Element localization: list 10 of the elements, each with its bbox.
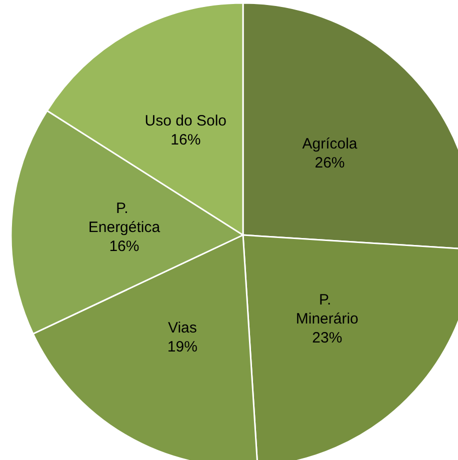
slice-label: P. Energética (88, 200, 161, 236)
slice-label: P. Minerário (296, 292, 358, 328)
data-label: 16% (170, 132, 201, 149)
data-label: 19% (167, 338, 198, 356)
data-label: 26% (314, 154, 345, 172)
slice-label: Uso do Solo (144, 112, 227, 130)
data-label: 16% (109, 238, 140, 256)
slice-label: Vias (168, 319, 197, 336)
slice-label: Agrícola (302, 136, 358, 153)
data-label: 23% (312, 330, 342, 347)
